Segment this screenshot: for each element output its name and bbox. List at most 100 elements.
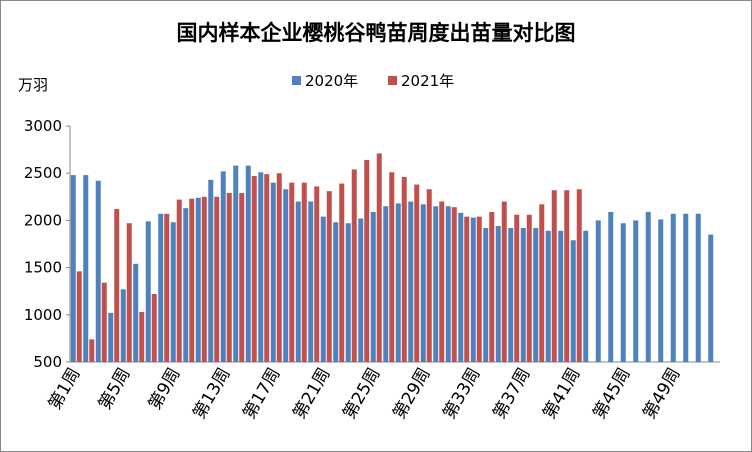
bar: [683, 213, 689, 362]
bar: [164, 213, 170, 362]
bar: [101, 282, 107, 362]
bar: [126, 223, 132, 362]
bar: [708, 234, 714, 362]
bar: [333, 222, 339, 362]
bar: [358, 218, 364, 362]
bar: [345, 223, 351, 362]
bar: [145, 221, 151, 362]
y-tick-label: 2500: [24, 164, 62, 182]
bar: [301, 182, 307, 362]
bar: [595, 220, 601, 362]
bar: [158, 213, 164, 362]
bar: [83, 175, 89, 362]
bar: [433, 206, 439, 362]
bar: [176, 199, 182, 362]
bar: [545, 230, 551, 362]
bar: [89, 339, 95, 362]
bar: [520, 227, 526, 362]
bar: [420, 204, 426, 362]
bar: [214, 196, 220, 362]
bar: [570, 240, 576, 362]
bar: [70, 175, 76, 362]
bar: [364, 159, 370, 362]
bar: [470, 217, 476, 362]
legend-swatch: [388, 76, 397, 85]
bar: [326, 191, 332, 362]
bar: [201, 196, 207, 362]
bar: [251, 176, 257, 362]
bar: [383, 206, 389, 362]
bar: [195, 197, 201, 362]
bar: [239, 193, 245, 362]
bar: [633, 220, 639, 362]
bar: [558, 230, 564, 362]
legend-label: 2021年: [401, 72, 454, 90]
bar: [351, 169, 357, 362]
bar: [445, 206, 451, 362]
bar: [645, 211, 651, 362]
bar: [476, 216, 482, 362]
bar: [526, 214, 532, 362]
bar: [451, 207, 457, 362]
bar: [658, 219, 664, 362]
bar: [151, 294, 157, 362]
bar: [114, 209, 120, 362]
bar: [489, 211, 495, 362]
bar: [395, 203, 401, 362]
bar: [370, 211, 376, 362]
bar: [76, 271, 82, 362]
bar: [389, 172, 395, 362]
bar: [426, 189, 432, 362]
y-tick-label: 3000: [24, 117, 62, 135]
bar: [283, 189, 289, 362]
chart-title: 国内样本企业樱桃谷鸭苗周度出苗量对比图: [177, 21, 576, 45]
bar: [226, 193, 232, 362]
bar: [539, 204, 545, 362]
bar: [695, 213, 701, 362]
bar: [108, 312, 114, 362]
bar: [483, 227, 489, 362]
bar: [314, 186, 320, 362]
y-tick-label: 2000: [24, 211, 62, 229]
bar: [514, 214, 520, 362]
bar: [583, 230, 589, 362]
bar: [264, 174, 270, 362]
bar: [245, 165, 251, 362]
bar: [408, 201, 414, 362]
y-tick-label: 1500: [24, 259, 62, 277]
bar: [414, 184, 420, 362]
bar: [308, 201, 314, 362]
bar: [183, 208, 189, 362]
bar: [320, 216, 326, 362]
bar: [289, 182, 295, 362]
bar: [508, 227, 514, 362]
bar: [189, 198, 195, 362]
bar: [495, 226, 501, 362]
bar: [339, 183, 345, 362]
legend-label: 2020年: [305, 72, 358, 90]
y-tick-label: 500: [33, 353, 62, 371]
bar: [170, 222, 176, 362]
bar: [120, 289, 126, 362]
bar: [233, 165, 239, 362]
legend-swatch: [292, 76, 301, 85]
bar: [133, 263, 139, 362]
bar: [376, 153, 382, 362]
bar: [439, 201, 445, 362]
bar: [464, 216, 470, 362]
y-unit: 万羽: [18, 76, 48, 94]
bar: [295, 201, 301, 362]
bar: [401, 176, 407, 362]
bar: [533, 227, 539, 362]
bar: [620, 223, 626, 362]
bar: [608, 211, 614, 362]
bar: [270, 182, 276, 362]
bar: [220, 171, 226, 362]
bar: [551, 190, 557, 362]
bar: [501, 201, 507, 362]
bar: [458, 212, 464, 362]
bar: [139, 311, 145, 362]
bar: [258, 172, 264, 362]
bar: [95, 180, 101, 362]
